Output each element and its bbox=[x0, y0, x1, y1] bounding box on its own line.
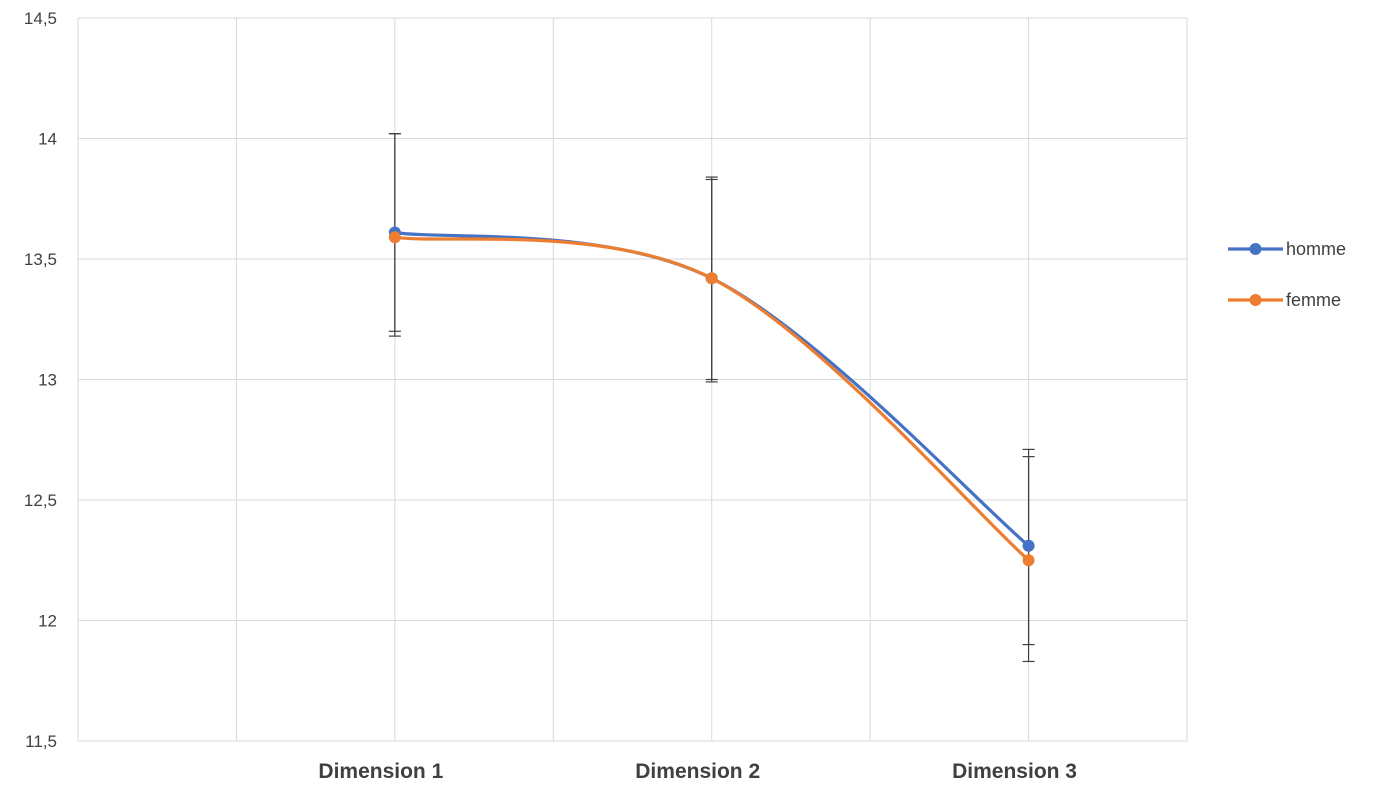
y-tick-label: 13,5 bbox=[24, 250, 57, 269]
legend-marker-femme bbox=[1249, 294, 1262, 306]
x-axis-ticks: Dimension 1 Dimension 2 Dimension 3 bbox=[318, 760, 1077, 783]
x-tick-label: Dimension 2 bbox=[635, 760, 760, 783]
series-lines bbox=[388, 226, 1035, 567]
gridlines bbox=[77, 17, 1188, 742]
legend: homme femme bbox=[1228, 239, 1346, 310]
y-tick-label: 14,5 bbox=[24, 9, 57, 28]
y-tick-label: 12,5 bbox=[24, 491, 57, 510]
y-tick-label: 13 bbox=[38, 371, 57, 390]
legend-marker-homme bbox=[1249, 243, 1262, 255]
data-point-femme bbox=[388, 231, 401, 244]
y-axis-ticks: 11,5 12 12,5 13 13,5 14 14,5 bbox=[24, 9, 57, 751]
y-tick-label: 11,5 bbox=[25, 732, 57, 751]
x-tick-label: Dimension 3 bbox=[952, 760, 1077, 783]
legend-label-femme: femme bbox=[1286, 290, 1341, 310]
data-point-femme bbox=[1022, 554, 1035, 567]
legend-label-homme: homme bbox=[1286, 239, 1346, 259]
x-tick-label: Dimension 1 bbox=[318, 760, 443, 783]
y-tick-label: 12 bbox=[38, 612, 57, 631]
y-tick-label: 14 bbox=[38, 130, 57, 149]
data-point-femme bbox=[705, 272, 718, 285]
data-point-homme bbox=[1022, 539, 1035, 552]
